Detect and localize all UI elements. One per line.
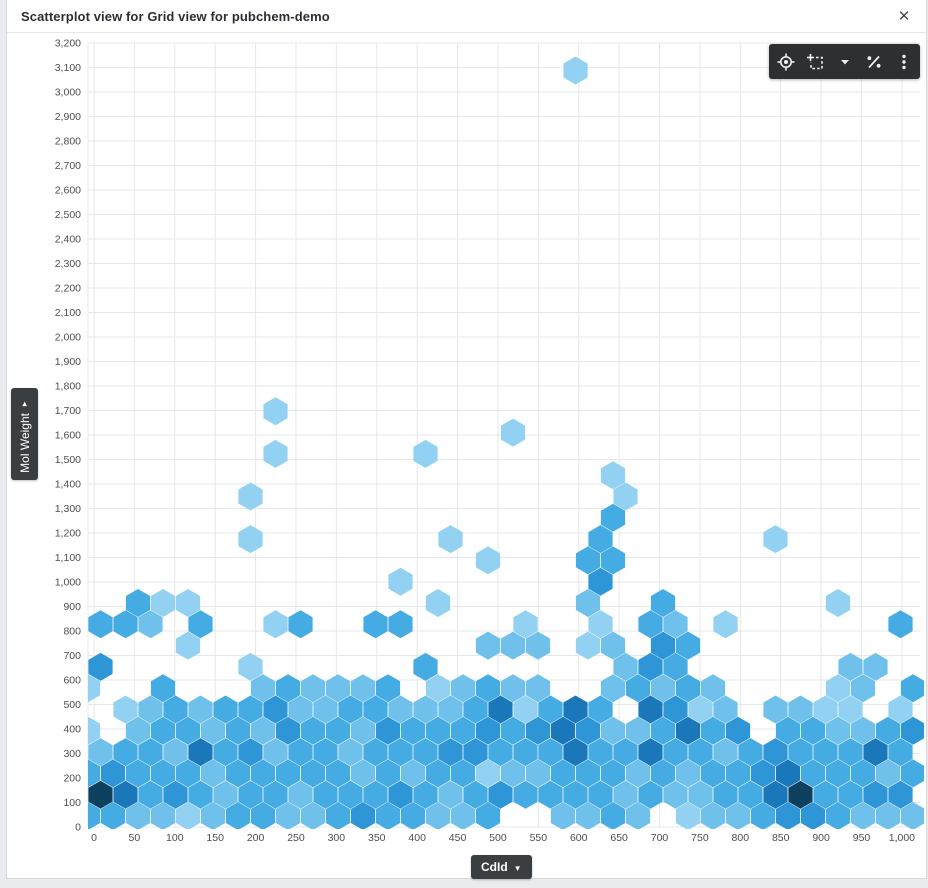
- hexbin-scatterplot-canvas[interactable]: 0 50 100 150 200 250 300 350 400 450 500 550 600 650 7…: [7, 32, 926, 878]
- svg-text:0: 0: [91, 832, 97, 844]
- svg-text:2,200: 2,200: [55, 283, 81, 295]
- svg-text:2,900: 2,900: [55, 111, 81, 123]
- svg-text:1,600: 1,600: [55, 430, 81, 442]
- svg-text:50: 50: [129, 832, 141, 844]
- title-bar: Scatterplot view for Grid view for pubch…: [7, 0, 926, 33]
- caret-down-icon: [840, 59, 849, 64]
- svg-text:0: 0: [75, 822, 81, 834]
- scatterplot-dialog: Scatterplot view for Grid view for pubch…: [6, 0, 927, 879]
- box-select-button[interactable]: [802, 48, 828, 76]
- svg-text:400: 400: [408, 832, 426, 844]
- target-button[interactable]: [773, 48, 799, 76]
- svg-text:300: 300: [63, 748, 81, 760]
- svg-text:800: 800: [732, 832, 750, 844]
- svg-text:900: 900: [812, 832, 830, 844]
- svg-text:1,700: 1,700: [55, 405, 81, 417]
- selection-mode-caret-button[interactable]: [832, 48, 858, 76]
- kebab-menu-button[interactable]: [891, 48, 917, 76]
- svg-text:3,000: 3,000: [55, 87, 81, 99]
- svg-text:700: 700: [651, 832, 669, 844]
- svg-text:3,100: 3,100: [55, 62, 81, 74]
- hexbin-cells: [88, 56, 924, 829]
- svg-text:200: 200: [63, 773, 81, 785]
- svg-text:2,100: 2,100: [55, 307, 81, 319]
- kebab-menu-icon: [901, 54, 906, 69]
- page-title: Scatterplot view for Grid view for pubch…: [21, 8, 330, 24]
- expand-arrow-icon: ▸: [19, 397, 30, 408]
- x-axis-field-label: CdId: [481, 860, 508, 874]
- box-select-icon: [807, 53, 823, 69]
- svg-text:250: 250: [287, 832, 305, 844]
- target-icon: [777, 53, 794, 70]
- svg-text:2,700: 2,700: [55, 160, 81, 172]
- svg-text:500: 500: [489, 832, 507, 844]
- svg-text:2,800: 2,800: [55, 136, 81, 148]
- svg-text:2,400: 2,400: [55, 234, 81, 246]
- svg-text:100: 100: [63, 797, 81, 809]
- svg-text:2,000: 2,000: [55, 332, 81, 344]
- x-axis-field-button[interactable]: CdId ▼: [471, 855, 532, 879]
- y-axis-field-button[interactable]: Mol Weight ▸: [11, 388, 38, 480]
- svg-text:2,600: 2,600: [55, 185, 81, 197]
- svg-text:950: 950: [853, 832, 871, 844]
- svg-text:2,300: 2,300: [55, 258, 81, 270]
- svg-text:1,000: 1,000: [55, 577, 81, 589]
- jitter-percent-button[interactable]: [861, 48, 887, 76]
- svg-text:1,900: 1,900: [55, 356, 81, 368]
- close-icon[interactable]: ✕: [897, 8, 911, 25]
- svg-text:600: 600: [63, 675, 81, 687]
- caret-down-icon: ▼: [513, 863, 522, 873]
- y-axis-field-label: Mol Weight: [17, 412, 32, 473]
- svg-text:450: 450: [449, 832, 467, 844]
- x-axis-tick-labels: 0 50 100 150 200 250 300 350 400 450 500 550 600 650 7…: [91, 832, 915, 844]
- svg-text:1,200: 1,200: [55, 528, 81, 540]
- svg-text:400: 400: [63, 724, 81, 736]
- svg-text:500: 500: [63, 699, 81, 711]
- svg-text:900: 900: [63, 601, 81, 613]
- svg-text:800: 800: [63, 626, 81, 638]
- svg-text:1,800: 1,800: [55, 381, 81, 393]
- svg-text:200: 200: [247, 832, 265, 844]
- svg-text:1,400: 1,400: [55, 479, 81, 491]
- svg-text:3,200: 3,200: [55, 38, 81, 50]
- svg-text:350: 350: [368, 832, 386, 844]
- svg-text:300: 300: [328, 832, 346, 844]
- svg-text:1,000: 1,000: [889, 832, 915, 844]
- svg-text:600: 600: [570, 832, 588, 844]
- svg-text:100: 100: [166, 832, 184, 844]
- svg-text:850: 850: [772, 832, 790, 844]
- y-axis-tick-labels: 0 100 200 300 400 500 600 700 800 900 1,000 1,100 1,…: [55, 38, 81, 834]
- svg-text:1,300: 1,300: [55, 503, 81, 515]
- svg-text:1,500: 1,500: [55, 454, 81, 466]
- svg-text:550: 550: [530, 832, 548, 844]
- svg-text:1,100: 1,100: [55, 552, 81, 564]
- jitter-percent-icon: [867, 55, 881, 68]
- svg-text:150: 150: [206, 832, 224, 844]
- svg-text:700: 700: [63, 650, 81, 662]
- svg-text:750: 750: [691, 832, 709, 844]
- svg-text:650: 650: [610, 832, 628, 844]
- chart-toolbar: [769, 44, 920, 79]
- svg-text:2,500: 2,500: [55, 209, 81, 221]
- plot-area: 0 50 100 150 200 250 300 350 400 450 500 550 600 650 7…: [7, 32, 926, 879]
